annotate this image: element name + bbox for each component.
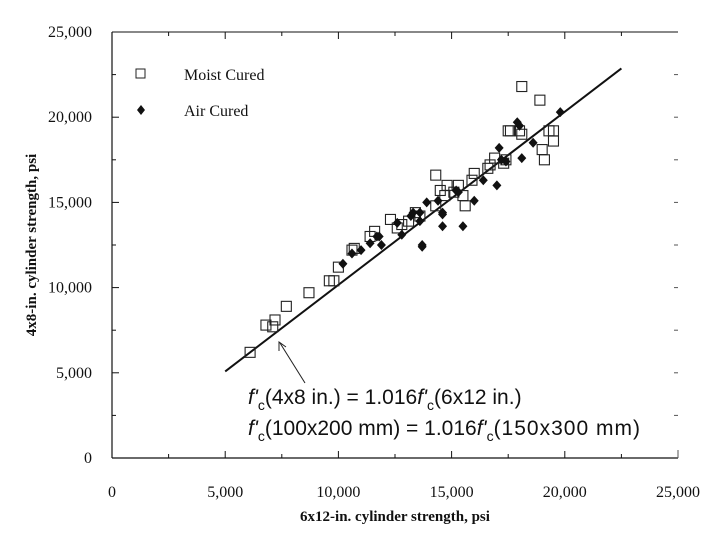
legend-label-moist-cured: Moist Cured — [184, 67, 264, 84]
filled-diamond-marker — [374, 231, 384, 242]
open-square-marker — [459, 200, 471, 212]
x-tick-labels: 0 5,000 10,000 15,000 20,000 25,000 — [108, 484, 700, 501]
filled-diamond-marker — [555, 107, 565, 118]
open-square-marker — [384, 213, 397, 225]
open-square-marker — [441, 179, 453, 191]
filled-diamond-marker — [438, 209, 448, 220]
filled-diamond-marker — [469, 195, 479, 206]
series-air-cured — [338, 107, 565, 269]
filled-diamond-marker — [365, 238, 375, 249]
y-tick-label: 10,000 — [48, 280, 92, 297]
open-square-marker — [466, 174, 478, 186]
x-axis-title: 6x12-in. cylinder strength, psi — [300, 509, 490, 525]
open-square-marker — [280, 300, 292, 312]
legend-label-air-cured: Air Cured — [184, 103, 248, 120]
open-square-marker — [267, 321, 279, 333]
y-tick-label: 20,000 — [48, 109, 92, 126]
filled-diamond-marker — [417, 241, 427, 252]
y-tick-label: 0 — [84, 450, 92, 467]
filled-diamond-marker — [433, 195, 443, 206]
x-tick-label: 15,000 — [430, 484, 474, 501]
open-square-marker — [547, 125, 560, 137]
filled-diamond-marker — [438, 221, 448, 232]
x-tick-label: 25,000 — [656, 484, 700, 501]
annotation-arrow — [278, 341, 306, 384]
open-square-marker — [468, 167, 480, 179]
y-tick-label: 25,000 — [48, 24, 92, 41]
y-tick-label: 15,000 — [48, 194, 92, 211]
filled-diamond-marker — [528, 137, 538, 148]
open-square-icon — [135, 68, 146, 79]
filled-diamond-marker — [392, 217, 402, 228]
legend: Moist Cured Air Cured — [135, 67, 264, 120]
filled-diamond-marker — [376, 240, 386, 250]
filled-diamond-marker — [397, 229, 407, 240]
open-square-marker — [328, 275, 340, 287]
filled-diamond-marker — [415, 216, 425, 227]
filled-diamond-marker — [494, 142, 504, 153]
filled-diamond-marker — [501, 156, 511, 167]
y-tick-labels: 0 5,000 10,000 15,000 20,000 25,000 — [48, 24, 92, 467]
filled-diamond-marker — [356, 245, 366, 256]
x-tick-label: 5,000 — [207, 484, 243, 501]
open-square-marker — [516, 128, 528, 140]
open-square-marker — [536, 144, 548, 156]
open-square-marker — [269, 314, 281, 326]
filled-diamond-marker — [492, 180, 502, 191]
filled-diamond-marker — [422, 197, 432, 208]
open-square-marker — [516, 80, 528, 93]
equation-line-2: f'c(100x200 mm) = 1.016f'c(150x300 mm) — [248, 417, 641, 444]
open-square-marker — [244, 346, 256, 358]
open-square-marker — [504, 125, 517, 137]
series-moist-cured — [244, 80, 560, 358]
filled-diamond-marker — [515, 120, 525, 131]
open-square-marker — [482, 162, 494, 174]
open-square-marker — [547, 135, 560, 147]
filled-diamond-marker — [408, 207, 418, 218]
filled-diamond-marker — [415, 207, 425, 218]
filled-diamond-marker — [453, 187, 463, 198]
filled-diamond-marker — [338, 258, 348, 269]
y-tick-label: 5,000 — [56, 365, 92, 382]
open-square-marker — [303, 287, 315, 299]
filled-diamond-icon — [137, 105, 145, 115]
open-square-marker — [484, 159, 496, 171]
x-tick-label: 0 — [108, 484, 116, 501]
x-tick-label: 20,000 — [543, 484, 587, 501]
y-axis-title: 4x8-in. cylinder strength, psi — [24, 154, 40, 336]
filled-diamond-marker — [458, 221, 468, 232]
filled-diamond-marker — [478, 175, 488, 186]
open-square-marker — [430, 169, 442, 181]
open-square-marker — [534, 94, 546, 106]
open-square-marker — [538, 154, 550, 166]
equation-line-1: f'c(4x8 in.) = 1.016f'c(6x12 in.) — [248, 386, 522, 413]
open-square-marker — [502, 125, 514, 137]
filled-diamond-marker — [517, 153, 527, 164]
equation-annotation: f'c(4x8 in.) = 1.016f'c(6x12 in.) f'c(10… — [248, 386, 641, 444]
axis-ticks — [112, 32, 679, 458]
filled-diamond-marker — [347, 248, 357, 259]
x-tick-label: 10,000 — [316, 484, 360, 501]
